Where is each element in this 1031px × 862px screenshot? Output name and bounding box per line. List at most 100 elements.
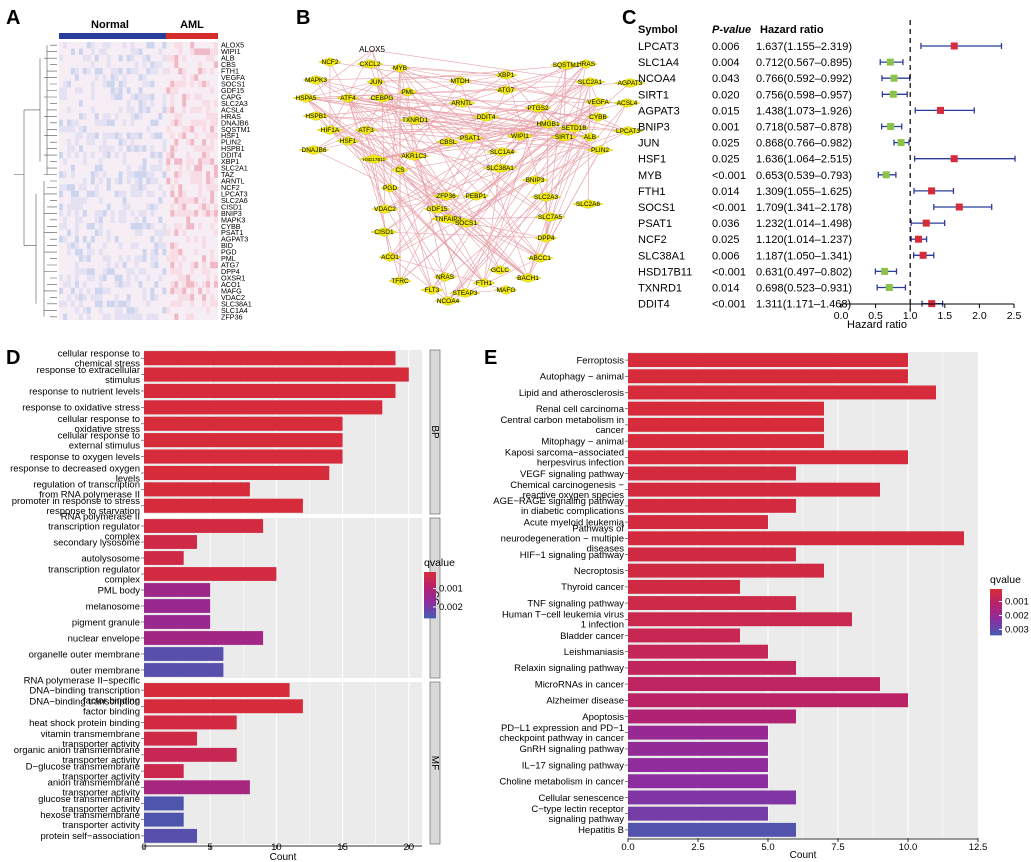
network-node-shape: [550, 132, 578, 142]
heatmap-cell: [206, 158, 211, 165]
heatmap-cell: [202, 236, 207, 243]
forest-pvalue: 0.014: [712, 186, 740, 198]
heatmap-cell: [86, 242, 91, 249]
heatmap-cell: [190, 197, 195, 204]
network-node-shape: [524, 103, 552, 113]
heatmap-cell: [78, 268, 83, 275]
legend-gradient-step: [990, 615, 1002, 617]
heatmap-cell: [63, 236, 67, 243]
forest-point: [897, 139, 905, 147]
heatmap-gene-label: VEGFA: [221, 73, 245, 82]
network-edge: [389, 67, 401, 189]
heatmap-cell: [174, 223, 179, 230]
heatmap-cell: [142, 248, 147, 256]
network-node-label: SIRT1: [555, 134, 574, 141]
heatmap-cell: [170, 261, 175, 269]
heatmap-cell: [114, 74, 119, 81]
network-node-shape: [398, 87, 418, 97]
network-edge: [305, 97, 529, 279]
network-edge: [315, 79, 433, 291]
heatmap-cell: [134, 171, 139, 178]
heatmap-cell: [67, 184, 71, 191]
heatmap-cell: [118, 139, 123, 146]
heatmap-cell: [178, 171, 183, 178]
heatmap-cell: [126, 87, 131, 94]
heatmap-cell: [150, 132, 155, 139]
go-bar: [144, 731, 197, 746]
heatmap-cell: [150, 210, 155, 217]
heatmap-cell: [63, 223, 67, 230]
legend-gradient-step: [990, 633, 1002, 636]
forest-hr-text: 0.698(0.523–0.931): [756, 283, 852, 295]
heatmap-cell: [134, 145, 139, 152]
heatmap-cell: [110, 300, 115, 308]
network-node-shape: [586, 112, 610, 122]
heatmap-gene-label: VDAC2: [221, 293, 245, 302]
heatmap-cell: [142, 287, 147, 295]
heatmap-cell: [158, 229, 163, 236]
heatmap-cell: [67, 229, 71, 236]
kegg-term-label: Cellular senescence: [538, 793, 624, 804]
heatmap-cell: [214, 100, 218, 107]
heatmap-cell: [110, 93, 115, 101]
heatmap-cell: [70, 197, 75, 204]
network-node-label: LPCAT3: [616, 128, 640, 135]
network-node: NRAS: [433, 272, 457, 282]
heatmap-cell: [98, 216, 103, 224]
kegg-term-label: Thyroid cancer: [561, 582, 624, 593]
heatmap-cell: [202, 242, 207, 249]
forest-hr-text: 0.712(0.567–0.895): [756, 57, 852, 69]
heatmap-cell: [98, 274, 103, 282]
heatmap-cell: [74, 223, 79, 230]
go-bar: [144, 812, 184, 827]
heatmap-cell: [186, 158, 191, 165]
network-node: MAPK3: [302, 75, 330, 85]
heatmap-cell: [106, 268, 111, 275]
network-node: AKR1C3: [398, 151, 430, 161]
network-node-label: STEAP3: [453, 290, 478, 297]
heatmap-cell: [166, 67, 171, 75]
forest-point: [889, 90, 897, 98]
heatmap-cell: [150, 236, 155, 243]
heatmap-cell: [194, 248, 199, 256]
network-node: CS: [391, 165, 409, 175]
heatmap-cell: [194, 48, 199, 55]
legend-gradient-step: [990, 622, 1002, 624]
x-tick-label: 15: [337, 842, 348, 853]
network-node: SLC2A3: [530, 192, 562, 202]
legend-gradient-step: [990, 614, 1002, 616]
network-edge: [313, 149, 541, 259]
heatmap-gene-label: CYBB: [221, 222, 241, 231]
heatmap-cell: [114, 93, 119, 101]
forest-point: [881, 267, 889, 275]
heatmap-cell: [114, 274, 119, 282]
forest-pvalue: <0.001: [712, 299, 746, 311]
heatmap-cell: [90, 132, 95, 139]
kegg-term-label: AGE−RAGE signaling pathway in diabetic co…: [493, 496, 624, 517]
legend-gradient-step: [424, 604, 436, 606]
network-node: MAFG: [494, 285, 518, 295]
go-term-label: heat shock protein binding: [29, 718, 140, 729]
heatmap-cell: [190, 294, 195, 301]
heatmap-cell: [130, 139, 135, 146]
x-tick-label: 2.5: [691, 842, 704, 853]
heatmap-cell: [63, 313, 67, 320]
heatmap-cell: [142, 164, 147, 172]
heatmap-cell: [182, 126, 187, 133]
go-term-label: response to oxygen levels: [30, 452, 140, 463]
kegg-term-label: HIF−1 signaling pathway: [520, 550, 625, 561]
heatmap-cell: [126, 171, 131, 178]
forest-symbol: TXNRD1: [638, 283, 682, 295]
network-node: TFRC: [388, 276, 412, 286]
x-tick-label: 12.5: [969, 842, 988, 853]
heatmap-cell: [214, 203, 218, 211]
heatmap-cell: [94, 190, 99, 198]
legend-gradient-step: [990, 624, 1002, 627]
legend-gradient-step: [424, 608, 436, 611]
heatmap-cell: [134, 67, 139, 75]
heatmap-cell: [146, 42, 151, 49]
heatmap-cell: [98, 248, 103, 256]
kegg-bar: [628, 417, 824, 432]
heatmap-gene-label: MAPK3: [221, 215, 245, 224]
heatmap-cell: [70, 300, 75, 308]
